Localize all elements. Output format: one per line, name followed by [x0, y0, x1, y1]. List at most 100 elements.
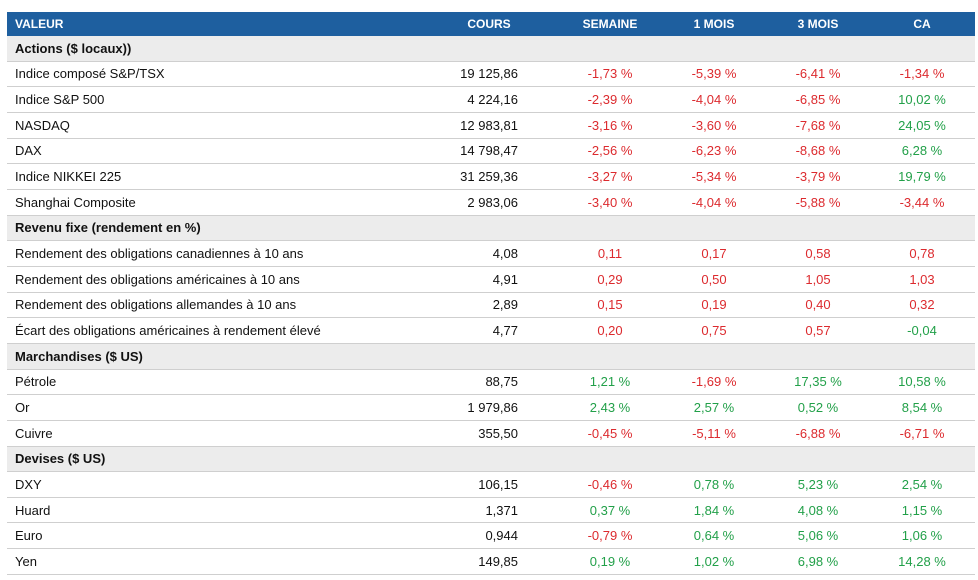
value-cell: 0,11	[597, 246, 623, 262]
value-cell: 2,89	[492, 297, 518, 313]
data-row: Pétrole 88,75 1,21 % -1,69 % 17,35 % 10,58 %	[7, 370, 975, 396]
row-label: Rendement des obligations allemandes à 1…	[15, 297, 297, 313]
value-cell: -5,88 %	[795, 194, 841, 210]
value-cell: 6,28 %	[901, 143, 943, 159]
value-cell: 0,19 %	[589, 553, 631, 569]
value-cell: 106,15	[478, 476, 518, 492]
value-cell: 1,05	[805, 271, 831, 287]
data-row: DAX 14 798,47 -2,56 % -6,23 % -8,68 % 6,28 %	[7, 139, 975, 165]
value-cell: 1,06 %	[901, 528, 943, 544]
value-cell: -8,68 %	[795, 143, 841, 159]
row-label: Euro	[15, 528, 43, 544]
value-cell: -2,39 %	[587, 92, 633, 108]
value-cell: 10,58 %	[898, 374, 946, 390]
header-cell: 1 MOIS	[693, 17, 735, 31]
value-cell: -0,46 %	[587, 476, 633, 492]
header-cell: VALEUR	[15, 17, 64, 31]
value-cell: 0,78 %	[693, 476, 735, 492]
data-row: Écart des obligations américaines à rend…	[7, 318, 975, 344]
row-label: Huard	[15, 502, 51, 518]
value-cell: 0,64 %	[693, 528, 735, 544]
value-cell: -1,69 %	[691, 374, 737, 390]
value-cell: 0,20	[597, 323, 623, 339]
value-cell: 1,02 %	[693, 553, 735, 569]
section-title: Revenu fixe (rendement en %)	[15, 220, 201, 236]
row-label: DXY	[15, 476, 42, 492]
data-row: DXY 106,15 -0,46 % 0,78 % 5,23 % 2,54 %	[7, 472, 975, 498]
value-cell: 4,08	[492, 246, 518, 262]
value-cell: 1,15 %	[901, 502, 943, 518]
value-cell: 2,43 %	[589, 400, 631, 416]
value-cell: 1,21 %	[589, 374, 631, 390]
value-cell: -5,34 %	[691, 169, 737, 185]
row-label: Shanghai Composite	[15, 194, 136, 210]
value-cell: -1,34 %	[899, 66, 945, 82]
value-cell: -6,88 %	[795, 425, 841, 441]
data-row: Rendement des obligations allemandes à 1…	[7, 293, 975, 319]
value-cell: -6,85 %	[795, 92, 841, 108]
value-cell: -3,40 %	[587, 194, 633, 210]
value-cell: 0,75	[701, 323, 727, 339]
data-row: Shanghai Composite 2 983,06 -3,40 % -4,04 %…	[7, 190, 975, 216]
value-cell: 10,02 %	[898, 92, 946, 108]
value-cell: 5,23 %	[797, 476, 839, 492]
value-cell: 4 224,16	[467, 92, 518, 108]
value-cell: 0,17	[701, 246, 727, 262]
data-row: Rendement des obligations canadiennes à …	[7, 241, 975, 267]
value-cell: 4,91	[492, 271, 518, 287]
value-cell: -0,45 %	[587, 425, 633, 441]
header-row: VALEUR COURS SEMAINE 1 MOIS 3 MOIS CA	[7, 12, 975, 36]
value-cell: 0,37 %	[589, 502, 631, 518]
value-cell: -3,44 %	[899, 194, 945, 210]
value-cell: 1 979,86	[467, 400, 518, 416]
value-cell: 0,58	[805, 246, 831, 262]
value-cell: 1,03	[909, 271, 935, 287]
row-label: Yen	[15, 553, 37, 569]
value-cell: -6,41 %	[795, 66, 841, 82]
data-row: Cuivre 355,50 -0,45 % -5,11 % -6,88 % -6,71 %	[7, 421, 975, 447]
value-cell: 149,85	[478, 553, 518, 569]
value-cell: 2,57 %	[693, 400, 735, 416]
value-cell: 8,54 %	[901, 400, 943, 416]
value-cell: 19,79 %	[898, 169, 946, 185]
section-row: Actions ($ locaux))	[7, 36, 975, 62]
value-cell: 0,50	[701, 271, 727, 287]
value-cell: -6,23 %	[691, 143, 737, 159]
value-cell: 31 259,36	[460, 169, 518, 185]
value-cell: -2,56 %	[587, 143, 633, 159]
value-cell: 24,05 %	[898, 117, 946, 133]
value-cell: 0,57	[805, 323, 831, 339]
value-cell: 5,06 %	[797, 528, 839, 544]
value-cell: -0,79 %	[587, 528, 633, 544]
value-cell: -3,16 %	[587, 117, 633, 133]
value-cell: 4,77	[492, 323, 518, 339]
row-label: Or	[15, 400, 30, 416]
data-row: Or 1 979,86 2,43 % 2,57 % 0,52 % 8,54 %	[7, 395, 975, 421]
data-row: NASDAQ 12 983,81 -3,16 % -3,60 % -7,68 % 24,0…	[7, 113, 975, 139]
row-label: Indice S&P 500	[15, 92, 105, 108]
value-cell: -3,60 %	[691, 117, 737, 133]
header-cell: 3 MOIS	[797, 17, 839, 31]
data-row: Euro 0,944 -0,79 % 0,64 % 5,06 % 1,06 %	[7, 523, 975, 550]
section-title: Devises ($ US)	[15, 451, 106, 467]
value-cell: -1,73 %	[587, 66, 633, 82]
row-label: Rendement des obligations canadiennes à …	[15, 246, 304, 262]
value-cell: 355,50	[478, 425, 518, 441]
row-label: Cuivre	[15, 425, 53, 441]
header-cell: COURS	[467, 17, 511, 31]
value-cell: 1,371	[485, 502, 518, 518]
value-cell: 0,32	[909, 297, 935, 313]
section-title: Actions ($ locaux))	[15, 40, 132, 56]
value-cell: -4,04 %	[691, 194, 737, 210]
data-row: Indice S&P 500 4 224,16 -2,39 % -4,04 % -6,8…	[7, 87, 975, 113]
data-row: Indice NIKKEI 225 31 259,36 -3,27 % -5,34 %…	[7, 164, 975, 190]
market-table: VALEUR COURS SEMAINE 1 MOIS 3 MOIS CA Actions …	[7, 12, 975, 575]
row-label: Écart des obligations américaines à rend…	[15, 323, 321, 339]
data-row: Huard 1,371 0,37 % 1,84 % 4,08 % 1,15 %	[7, 498, 975, 524]
value-cell: 0,52 %	[797, 400, 839, 416]
value-cell: -6,71 %	[899, 425, 945, 441]
section-title: Marchandises ($ US)	[15, 348, 143, 364]
value-cell: 17,35 %	[794, 374, 842, 390]
value-cell: 6,98 %	[797, 553, 839, 569]
